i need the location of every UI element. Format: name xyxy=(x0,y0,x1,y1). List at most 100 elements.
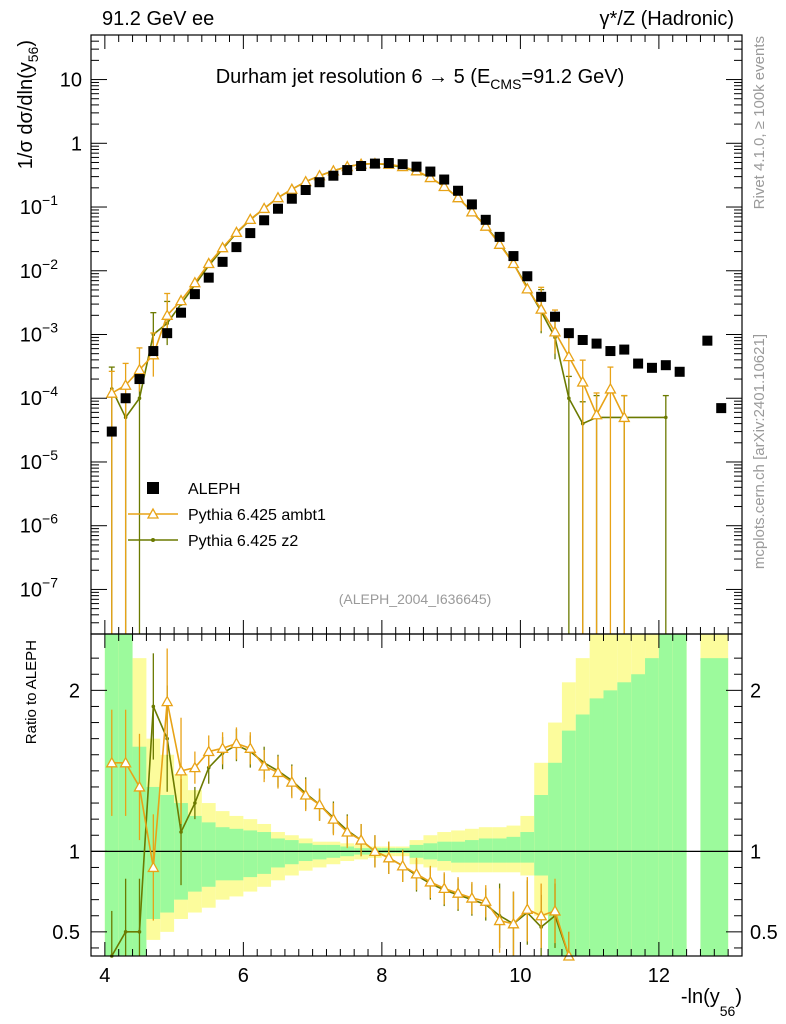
ratio-band-inner xyxy=(548,762,562,956)
ambt1-ratio-point xyxy=(285,775,298,787)
aleph-point xyxy=(217,256,228,267)
ambt1-point xyxy=(451,191,465,203)
y-tick-label: 10−5 xyxy=(20,447,58,474)
ambt1-ratio-point xyxy=(216,741,229,753)
ambt1-point xyxy=(604,382,617,394)
ambt1-point xyxy=(202,257,215,269)
aleph-point xyxy=(300,184,311,195)
y-tick-label: 10−4 xyxy=(20,383,58,410)
aleph-point xyxy=(536,291,547,302)
legend: ALEPH Pythia 6.425 ambt1 Pythia 6.425 z2 xyxy=(128,481,326,550)
ambt1-point xyxy=(285,182,298,194)
ambt1-point xyxy=(258,202,271,214)
z2-point xyxy=(664,415,668,420)
aleph-point xyxy=(646,362,657,373)
ambt1-line xyxy=(111,162,625,418)
aleph-point xyxy=(314,177,325,188)
aleph-point xyxy=(550,311,561,322)
chart-texts: 4 6 8 10 1210−710−610−510−410−310−210−11100.… xyxy=(15,36,778,1019)
aleph-point xyxy=(106,426,117,437)
ratio-band-inner xyxy=(312,844,327,860)
x-tick-label: 6 xyxy=(238,965,249,987)
ambt1-ratio-point xyxy=(230,737,243,749)
ratio-band-inner xyxy=(575,714,590,956)
ambt1-point xyxy=(161,308,174,320)
z2-ratio-point xyxy=(151,704,156,709)
ambt1-point xyxy=(465,205,479,217)
ratio-band-inner xyxy=(534,795,549,876)
ambt1-ratio-point xyxy=(313,798,326,810)
ambt1-point xyxy=(244,213,257,225)
ambt1-ratio-point xyxy=(299,788,312,800)
ambt1-ratio-point xyxy=(465,891,479,903)
aleph-point xyxy=(162,328,173,339)
x-tick-label: 8 xyxy=(376,965,387,987)
ratio-band-inner xyxy=(215,827,230,881)
ambt1-ratio-point xyxy=(258,759,271,771)
aleph-point xyxy=(633,358,644,369)
aleph-point xyxy=(272,203,283,214)
ratio-band-inner xyxy=(492,838,507,863)
legend-label: Pythia 6.425 ambt1 xyxy=(188,507,326,524)
aleph-point xyxy=(286,193,297,204)
aleph-point xyxy=(356,161,367,172)
mcplots-side-text: mcplots.cern.ch [arXiv:2401.10621] xyxy=(751,334,768,569)
aleph-point xyxy=(425,166,436,177)
z2-ratio-point xyxy=(193,801,197,805)
ambt1-ratio-point xyxy=(161,695,174,707)
aleph-point xyxy=(342,165,353,176)
aleph-point xyxy=(466,199,477,210)
ambt1-ratio-point xyxy=(548,904,562,916)
ratio-band-inner xyxy=(603,690,618,956)
ambt1-point xyxy=(590,408,603,420)
ambt1-ratio-point xyxy=(133,780,146,792)
rivet-side-text: Rivet 4.1.0, ≥ 100k events xyxy=(751,36,768,209)
ambt1-ratio-point xyxy=(354,833,368,845)
ambt1-point xyxy=(507,257,520,269)
ambt1-point xyxy=(119,378,132,390)
y-tick-label: 10−3 xyxy=(20,320,58,347)
aleph-point xyxy=(383,158,394,169)
aleph-point xyxy=(369,158,380,169)
ambt1-ratio-point xyxy=(147,861,160,873)
y-tick-label: 10−7 xyxy=(20,574,58,601)
z2-ratio-point xyxy=(123,930,128,934)
aleph-point xyxy=(591,338,602,349)
ratio-band-inner xyxy=(700,658,729,956)
ambt1-point xyxy=(424,171,437,183)
aleph-point xyxy=(619,344,630,355)
aleph-point xyxy=(660,360,671,371)
y-axis-label: 1/σ dσ/dln(y56) xyxy=(15,40,41,169)
aleph-point xyxy=(397,159,408,170)
legend-label: ALEPH xyxy=(188,481,240,498)
ratio-band-inner xyxy=(672,634,687,956)
y-tick-label: 10 xyxy=(60,70,82,92)
ambt1-ratio-point xyxy=(521,902,534,914)
y-tick-label: 10−1 xyxy=(20,192,58,219)
ambt1-ratio-point xyxy=(202,745,215,757)
ratio-band-inner xyxy=(201,822,216,887)
ambt1-ratio-point xyxy=(244,741,257,753)
aleph-point xyxy=(522,271,533,282)
header-left: 91.2 GeV ee xyxy=(102,8,215,30)
ratio-band-inner xyxy=(229,828,244,881)
ratio-band-inner xyxy=(631,674,646,956)
ambt1-ratio-point xyxy=(479,894,492,906)
ratio-band-inner xyxy=(561,730,576,956)
ambt1-ratio-point xyxy=(438,882,451,894)
main-curves xyxy=(105,157,727,634)
aleph-point xyxy=(605,346,616,357)
ambt1-ratio-point xyxy=(507,917,520,929)
ambt1-ratio-point xyxy=(396,859,409,871)
ambt1-point xyxy=(188,276,201,288)
ambt1-point xyxy=(618,411,631,423)
ratio-band-inner xyxy=(284,840,299,865)
x-tick-label: 4 xyxy=(99,965,110,987)
ambt1-ratio-point xyxy=(341,825,354,837)
ambt1-ratio-point xyxy=(382,851,395,863)
ambt1-ratio-point xyxy=(271,766,285,778)
legend-label: Pythia 6.425 z2 xyxy=(188,533,298,550)
ratio-band-inner xyxy=(271,838,285,868)
aleph-point xyxy=(494,231,505,242)
ratio-band-inner xyxy=(645,658,659,956)
